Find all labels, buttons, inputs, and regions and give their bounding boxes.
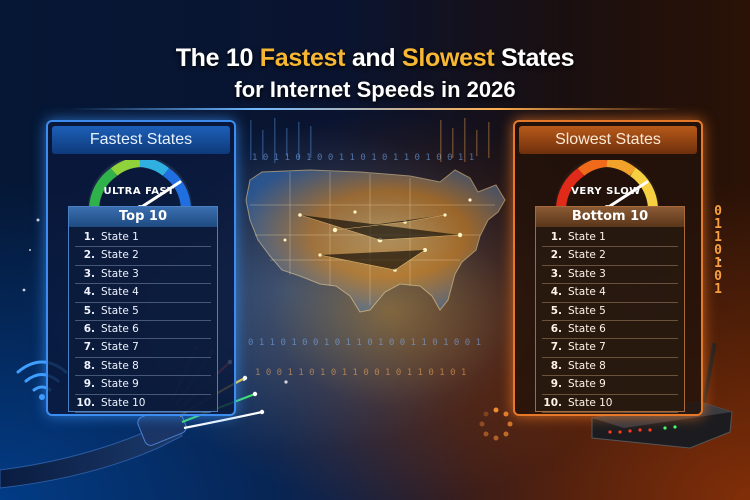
- state-name: State 8: [101, 359, 139, 372]
- list-item: 10. State 10: [75, 395, 211, 413]
- rank-number: 3.: [83, 267, 95, 280]
- state-name: State 10: [101, 396, 146, 409]
- fastest-list: Top 10 1. State 1 2. State 2 3. State 3 4. Stat…: [68, 206, 218, 413]
- list-item: 3. State 3: [542, 266, 678, 285]
- state-name: State 6: [101, 322, 139, 335]
- rank-number: 5.: [83, 304, 95, 317]
- state-name: State 9: [568, 378, 606, 391]
- svg-text:0 1 1 0 1 0 0 1 0 1 1 0 1 0 0: 0 1 1 0 1 0 0 1 0 1 1 0 1 0 0 1 1 0 1 0 …: [248, 338, 481, 348]
- rank-number: 9.: [83, 378, 95, 391]
- state-name: State 7: [101, 341, 139, 354]
- page-title: The 10 Fastest and Slowest States: [0, 44, 750, 73]
- slowest-header: Slowest States: [519, 126, 697, 154]
- state-name: State 3: [568, 267, 606, 280]
- binary-digit: 1: [714, 256, 722, 271]
- binary-digit: 0: [714, 269, 722, 284]
- state-name: State 4: [101, 286, 139, 299]
- us-map-icon: [245, 169, 506, 313]
- state-name: State 3: [101, 267, 139, 280]
- svg-text:1 0 1 1 0 1 0 0 1 1 0 1 0 1 1: 1 0 1 1 0 1 0 0 1 1 0 1 0 1 1 0 1 0 0 1 …: [252, 153, 474, 163]
- rank-number: 5.: [550, 304, 562, 317]
- fastest-header: Fastest States: [52, 126, 230, 154]
- binary-digit: 1: [714, 282, 722, 297]
- state-name: State 10: [568, 396, 613, 409]
- rank-number: 9.: [550, 378, 562, 391]
- binary-digit: 0: [714, 243, 722, 258]
- list-item: 1. State 1: [542, 229, 678, 248]
- title-and: and: [345, 44, 403, 72]
- rank-number: 3.: [550, 267, 562, 280]
- rank-number: 8.: [550, 359, 562, 372]
- slowest-panel: Slowest States VERY SLOW Bottom 10 1. Sta…: [513, 120, 703, 416]
- list-item: 2. State 2: [75, 247, 211, 266]
- state-name: State 1: [568, 231, 606, 243]
- list-item: 8. State 8: [75, 358, 211, 377]
- state-name: State 7: [568, 341, 606, 354]
- fastest-panel: Fastest States ULTRA FAST Top 10 1. State…: [46, 120, 236, 416]
- title-slowest: Slowest: [402, 44, 495, 72]
- binary-digit: 1: [714, 230, 722, 245]
- rank-number: 8.: [83, 359, 95, 372]
- fastest-rows: 1. State 1 2. State 2 3. State 3 4. State 4 5. St…: [69, 227, 217, 413]
- rank-number: 10.: [543, 396, 562, 409]
- list-item: 6. State 6: [75, 321, 211, 340]
- list-item: 4. State 4: [75, 284, 211, 303]
- list-item: 7. State 7: [75, 339, 211, 358]
- state-name: State 5: [101, 304, 139, 317]
- state-name: State 6: [568, 322, 606, 335]
- list-item: 10. State 10: [542, 395, 678, 413]
- rank-number: 7.: [83, 341, 95, 354]
- speed-gauge-icon: [88, 160, 192, 210]
- rank-number: 6.: [550, 322, 562, 335]
- state-name: State 2: [101, 249, 139, 262]
- list-item: 2. State 2: [542, 247, 678, 266]
- list-item: 9. State 9: [542, 376, 678, 395]
- rank-number: 1.: [83, 231, 95, 243]
- list-item: 5. State 5: [75, 303, 211, 321]
- title-prefix: The 10: [175, 44, 260, 72]
- list-item: 8. State 8: [542, 358, 678, 377]
- rank-number: 4.: [83, 286, 95, 299]
- state-name: State 2: [568, 249, 606, 262]
- svg-text:1 0 0 1 1 0 1 0 1 1 0 0 1 0 1: 1 0 0 1 1 0 1 0 1 1 0 0 1 0 1 1 0 1 0 1: [255, 368, 466, 378]
- rank-number: 2.: [83, 249, 95, 262]
- rank-number: 4.: [550, 286, 562, 299]
- rank-number: 1.: [550, 231, 562, 243]
- title-divider: [70, 108, 680, 110]
- binary-digit: 1: [714, 217, 722, 232]
- rank-number: 10.: [76, 396, 95, 409]
- list-item: 4. State 4: [542, 284, 678, 303]
- list-item: 5. State 5: [542, 303, 678, 321]
- slowest-rows: 1. State 1 2. State 2 3. State 3 4. State 4 5. St…: [536, 227, 684, 413]
- state-name: State 1: [101, 231, 139, 243]
- title-fastest: Fastest: [259, 44, 346, 72]
- slowest-list: Bottom 10 1. State 1 2. State 2 3. State 3 4. S…: [535, 206, 685, 413]
- page-subtitle: for Internet Speeds in 2026: [234, 77, 516, 102]
- binary-digits: 0 1 1 0 1 0 1: [708, 205, 728, 296]
- loading-spinner-icon: [479, 407, 513, 441]
- state-name: State 9: [101, 378, 139, 391]
- fastest-list-title: Top 10: [69, 207, 217, 227]
- list-item: 6. State 6: [542, 321, 678, 340]
- list-item: 1. State 1: [75, 229, 211, 248]
- state-name: State 5: [568, 304, 606, 317]
- binary-digit: 0: [714, 204, 722, 219]
- state-name: State 4: [568, 286, 606, 299]
- slowest-gauge-label: VERY SLOW: [571, 186, 641, 197]
- list-item: 7. State 7: [542, 339, 678, 358]
- list-item: 3. State 3: [75, 266, 211, 285]
- title-suffix: States: [494, 44, 575, 72]
- list-item: 9. State 9: [75, 376, 211, 395]
- state-name: State 8: [568, 359, 606, 372]
- rank-number: 6.: [83, 322, 95, 335]
- slowest-list-title: Bottom 10: [536, 207, 684, 227]
- fastest-gauge-label: ULTRA FAST: [103, 186, 175, 197]
- rank-number: 2.: [550, 249, 562, 262]
- rank-number: 7.: [550, 341, 562, 354]
- speed-gauge-icon: [555, 160, 659, 210]
